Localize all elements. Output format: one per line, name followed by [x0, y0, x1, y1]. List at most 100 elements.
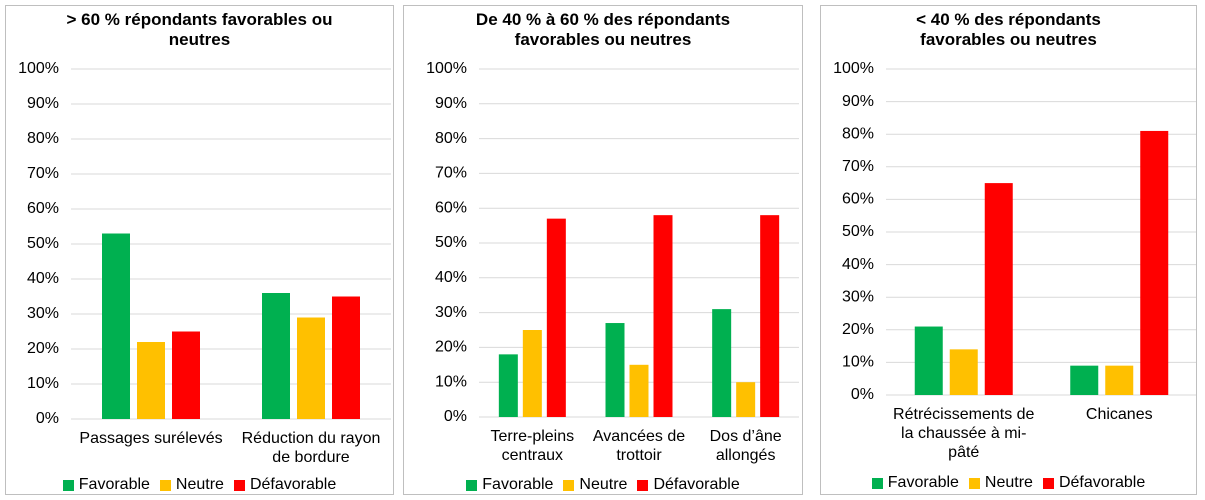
y-tick-label: 10% [842, 354, 874, 371]
y-tick-label: 50% [842, 223, 874, 240]
bar [172, 331, 200, 419]
legend-label: Favorable [887, 474, 959, 491]
legend-item: Défavorable [637, 476, 740, 494]
legend-swatch [968, 477, 980, 489]
legend-label: Défavorable [1058, 474, 1146, 491]
bar [949, 349, 978, 395]
y-tick-label: 40% [27, 270, 59, 287]
bar [1070, 365, 1099, 395]
bar [914, 326, 943, 395]
bar [760, 215, 780, 417]
y-tick-label: 90% [27, 95, 59, 112]
y-tick-label: 20% [842, 321, 874, 338]
bar [629, 364, 649, 417]
legend: Favorable Neutre Défavorable [404, 476, 802, 494]
legend-label: Défavorable [249, 476, 337, 493]
legend-swatch [637, 479, 649, 491]
y-tick-label: 60% [435, 199, 467, 216]
chart-title: < 40 % des répondants favorables ou neut… [916, 10, 1101, 49]
legend-item: Neutre [563, 476, 627, 494]
legend-item: Favorable [466, 476, 553, 494]
chart: 0% 10% 20% 30% 40% 50% 60% 70% 80% 90% 100% [18, 60, 391, 427]
legend: Favorable Neutre Défavorable [821, 474, 1196, 492]
bar [1105, 365, 1134, 395]
y-tick-label: 100% [426, 60, 467, 77]
chart-title: > 60 % répondants favorables ou neutres [66, 10, 333, 49]
bar [102, 233, 130, 419]
y-tick-label: 50% [27, 235, 59, 252]
x-tick-label: Réduction du rayon de bordure [241, 430, 381, 466]
legend-label: Favorable [482, 476, 554, 493]
legend-item: Neutre [159, 476, 224, 494]
legend-label: Neutre [175, 476, 224, 493]
legend-swatch [563, 479, 575, 491]
y-tick-label: 20% [435, 339, 467, 356]
legend-item: Favorable [871, 474, 959, 492]
y-tick-label: 80% [842, 125, 874, 142]
y-tick-label: 60% [27, 200, 59, 217]
y-tick-label: 60% [842, 191, 874, 208]
legend-item: Favorable [62, 476, 150, 494]
y-tick-label: 40% [842, 256, 874, 273]
y-tick-label: 30% [435, 304, 467, 321]
bar [712, 309, 732, 417]
legend-label: Neutre [579, 476, 628, 493]
bar [1140, 130, 1169, 395]
y-tick-label: 100% [18, 60, 59, 77]
legend-item: Neutre [968, 474, 1033, 492]
legend-swatch [1042, 477, 1054, 489]
y-tick-label: 30% [27, 305, 59, 322]
x-tick-label: Terre-pleins centraux [490, 428, 575, 464]
y-tick-label: 40% [435, 269, 467, 286]
chart: 0% 10% 20% 30% 40% 50% 60% 70% 80% 90% 100% [833, 60, 1196, 403]
legend-swatch [233, 479, 245, 491]
bar [332, 296, 360, 419]
legend-label: Favorable [78, 476, 150, 493]
legend-item: Défavorable [233, 476, 337, 494]
legend-item: Défavorable [1042, 474, 1146, 492]
bar [262, 293, 290, 419]
bar [984, 183, 1013, 395]
bar [546, 218, 566, 417]
legend-label: Défavorable [653, 476, 740, 493]
x-tick-label: Avancées de trottoir [592, 428, 686, 464]
y-tick-label: 30% [842, 288, 874, 305]
chart-panel: 0% 10% 20% 30% 40% 50% 60% 70% 80% 90% 100% > 60 % … [5, 5, 394, 495]
bar [498, 354, 518, 417]
x-tick-label: Dos d’âne allongés [709, 428, 782, 464]
legend-swatch [871, 477, 883, 489]
bar [653, 215, 673, 417]
x-tick-label: Rétrécissements de la chaussée à mi-pâté [893, 406, 1035, 461]
bar [522, 330, 542, 417]
y-tick-label: 0% [36, 410, 59, 427]
y-tick-label: 0% [444, 408, 467, 425]
y-tick-label: 70% [435, 165, 467, 182]
y-tick-label: 10% [27, 375, 59, 392]
y-tick-label: 100% [833, 60, 874, 77]
y-tick-label: 10% [435, 373, 467, 390]
bar [137, 342, 165, 419]
y-tick-label: 70% [27, 165, 59, 182]
legend: Favorable Neutre Défavorable [6, 476, 393, 494]
chart-panel: 0% 10% 20% 30% 40% 50% 60% 70% 80% 90% 100% < 40 % … [820, 5, 1197, 495]
y-tick-label: 70% [842, 158, 874, 175]
y-tick-label: 90% [842, 93, 874, 110]
legend-swatch [466, 479, 478, 491]
y-tick-label: 20% [27, 340, 59, 357]
y-tick-label: 50% [435, 234, 467, 251]
legend-label: Neutre [984, 474, 1033, 491]
bar [605, 323, 625, 417]
legend-swatch [159, 479, 171, 491]
x-tick-label: Chicanes [1085, 406, 1153, 423]
chart: 0% 10% 20% 30% 40% 50% 60% 70% 80% 90% 100% [426, 60, 799, 425]
y-tick-label: 0% [851, 386, 874, 403]
legend-swatch [62, 479, 74, 491]
y-tick-label: 80% [27, 130, 59, 147]
bar [297, 317, 325, 419]
y-tick-label: 80% [435, 130, 467, 147]
chart-title: De 40 % à 60 % des répondants favorables… [475, 10, 731, 49]
chart-panel: 0% 10% 20% 30% 40% 50% 60% 70% 80% 90% 100% De 40 %… [403, 5, 803, 495]
x-tick-label: Passages surélevés [79, 430, 223, 447]
y-tick-label: 90% [435, 95, 467, 112]
